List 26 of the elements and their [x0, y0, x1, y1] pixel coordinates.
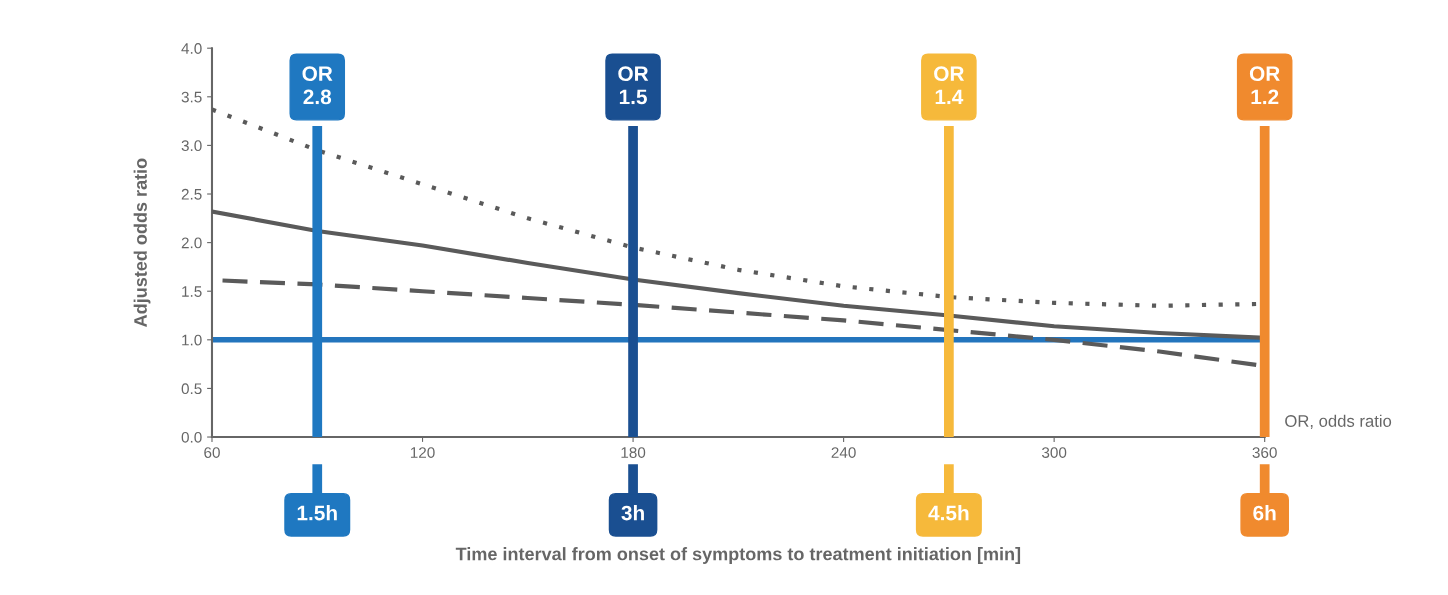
- y-tick-label: 1.0: [182, 334, 202, 346]
- y-axis-title: Adjusted odds ratio: [133, 158, 151, 327]
- text: OR, odds ratio: [1285, 414, 1392, 429]
- ref-line-label: OR 1.5: [618, 66, 649, 105]
- y-tick-label: 0.5: [181, 383, 202, 395]
- ref-line-label: OR 2.8: [302, 66, 333, 105]
- y-tick-label: 2.0: [181, 237, 202, 249]
- x-tick-label: 240: [831, 447, 856, 458]
- x-tick-label: 120: [410, 447, 435, 458]
- x-tick-label: 300: [1041, 447, 1067, 458]
- text: 4.5h: [928, 505, 969, 521]
- text: 1.5h: [297, 505, 337, 521]
- text: 3h: [621, 505, 644, 521]
- y-tick-label: 3.0: [181, 140, 202, 152]
- ref-line-label: OR 1.2: [1249, 66, 1280, 105]
- y-tick-label: 3.5: [181, 91, 202, 103]
- ref-line-label: OR 1.4: [934, 66, 965, 105]
- y-tick-label: 2.5: [181, 188, 202, 200]
- x-tick-label: 360: [1252, 447, 1277, 458]
- x-axis-title: Time interval from onset of symptoms to treatment initiation [min]: [455, 547, 1021, 564]
- text: 6h: [1253, 505, 1276, 521]
- x-tick-label: 180: [621, 447, 646, 458]
- y-tick-label: 1.5: [182, 286, 202, 297]
- x-tick-label: 60: [204, 447, 220, 458]
- y-tick-label: 4.0: [181, 43, 202, 54]
- y-tick-label: 0.0: [181, 431, 202, 443]
